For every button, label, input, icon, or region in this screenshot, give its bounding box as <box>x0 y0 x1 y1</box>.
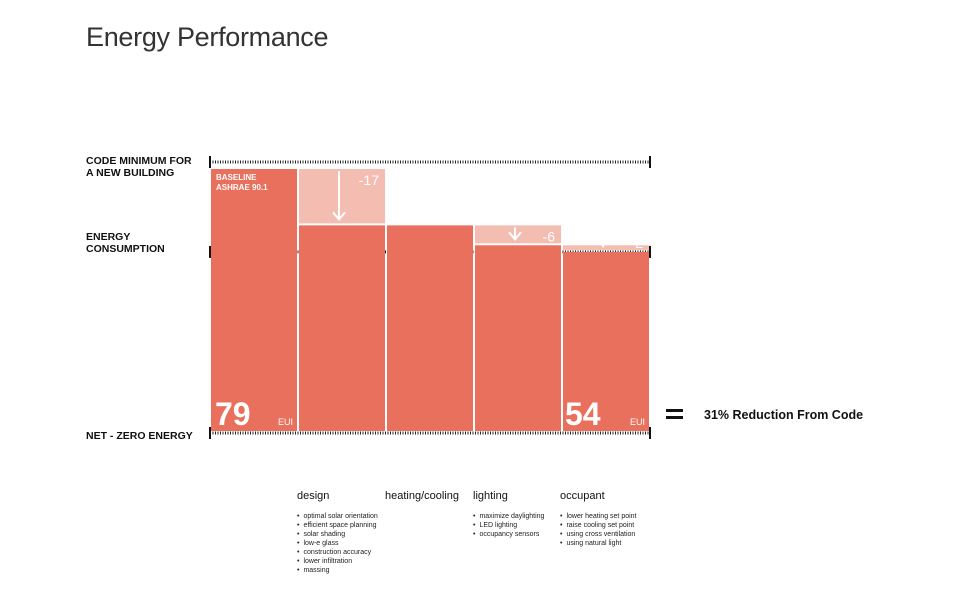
page-title: Energy Performance <box>86 22 329 52</box>
bar-heating-cooling <box>387 225 473 431</box>
list-item: efficient space planning <box>297 521 378 530</box>
delta-label: -17 <box>359 172 379 188</box>
arrow-head-icon <box>508 231 522 241</box>
category-occupant: occupant lower heating set point raise c… <box>560 490 637 548</box>
code-minimum-label: CODE MINIMUM FOR A NEW BUILDING <box>86 155 192 179</box>
list-item: massing <box>297 566 378 575</box>
end-value-label: 54 <box>565 396 601 432</box>
equals-icon <box>666 409 683 412</box>
start-value-label: 79 <box>215 396 251 432</box>
bars <box>211 169 649 431</box>
reduction-block <box>299 169 385 224</box>
list-item: optimal solar orientation <box>297 512 377 521</box>
unit-label: EUI <box>630 417 645 427</box>
arrow-head-icon <box>332 211 346 221</box>
bar-baseline <box>211 169 297 431</box>
bar-lighting <box>475 245 561 431</box>
bar-occupant <box>563 251 649 431</box>
list-item: solar shading <box>297 530 378 539</box>
list-item: lower heating set point <box>560 512 636 521</box>
list-item: lower infiltration <box>297 557 378 566</box>
category-title: design <box>297 490 330 502</box>
category-heating-cooling: heating/cooling <box>385 490 459 512</box>
category-design: design optimal solar orientation efficie… <box>297 490 378 575</box>
bar-design <box>299 225 385 431</box>
delta-label: -2 <box>631 235 644 251</box>
category-lighting: lighting maximize daylighting LED lighti… <box>473 490 544 539</box>
list-item: maximize daylighting <box>473 512 544 521</box>
labels: -17 -6 -2 CODE MINIMUM FOR A NEW BUILDING ENE… <box>86 155 863 442</box>
result-label: 31% Reduction From Code <box>704 408 863 422</box>
list-item: raise cooling set point <box>560 521 637 530</box>
list-item: LED lighting <box>473 521 544 530</box>
category-title: occupant <box>560 490 605 502</box>
equals-icon <box>666 416 683 419</box>
baseline-label: ASHRAE 90.1 <box>216 183 268 192</box>
energy-consumption-label: ENERGY CONSUMPTION <box>86 231 165 255</box>
list-item: low-e glass <box>297 539 378 548</box>
reduction-block <box>563 245 649 250</box>
category-title: heating/cooling <box>385 490 460 502</box>
category-title: lighting <box>473 490 508 502</box>
unit-label: EUI <box>278 417 293 427</box>
list-item: occupancy sensors <box>473 530 544 539</box>
delta-label: -6 <box>543 228 556 244</box>
net-zero-label: NET - ZERO ENERGY <box>86 430 193 442</box>
list-item: using natural light <box>560 539 637 548</box>
list-item: construction accuracy <box>297 548 378 557</box>
baseline-label: BASELINE <box>216 173 257 182</box>
list-item: using cross ventilation <box>560 530 637 539</box>
arrow-head-icon <box>596 238 610 248</box>
